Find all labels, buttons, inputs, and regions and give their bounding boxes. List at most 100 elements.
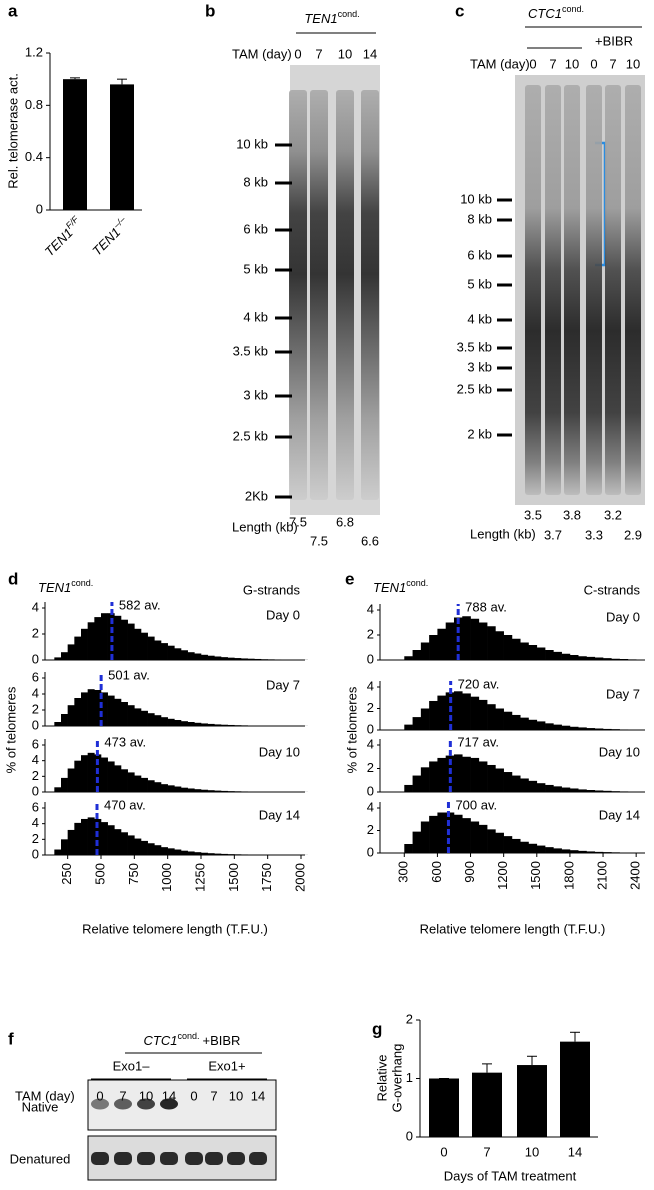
lane-label: 7 [609, 56, 616, 71]
histogram-bar [88, 689, 95, 726]
day-label: Day 14 [599, 807, 640, 822]
histogram-bar [108, 761, 115, 792]
histogram-bar [504, 836, 513, 853]
histogram-bar [61, 839, 68, 855]
y-tick-label: 2 [367, 822, 374, 837]
histogram-bar [201, 853, 208, 855]
y-tick-label: 4 [367, 601, 374, 616]
histogram-bar [529, 720, 538, 730]
histogram-bar [545, 723, 554, 730]
y-axis-label: Rel. telomerase act. [5, 73, 20, 189]
histogram-bar [228, 725, 235, 726]
histogram-bar [194, 789, 201, 792]
histogram-bar [545, 650, 554, 660]
histogram-bar [128, 705, 135, 726]
histogram-bar [154, 715, 161, 726]
histogram-bar [479, 623, 488, 661]
histogram-bar [148, 637, 155, 660]
histogram-bar [108, 825, 115, 855]
histogram-bar [61, 714, 68, 726]
chart-title: TEN1cond. [38, 578, 93, 595]
bar [560, 1042, 590, 1137]
denatured-band [185, 1152, 203, 1165]
histogram-bar [520, 842, 529, 853]
y-tick-label: 4 [367, 678, 374, 693]
histogram-bar [545, 847, 554, 853]
panel-label: g [372, 1019, 382, 1038]
error-bar [117, 79, 127, 84]
title-superscript: cond. [177, 1031, 199, 1041]
histogram-bar [454, 754, 463, 792]
histogram-bar [529, 781, 538, 792]
gel-title: CTC1cond. [528, 4, 584, 21]
length-value: 3.7 [544, 527, 562, 542]
histogram-bar [194, 654, 201, 661]
histogram-bar [479, 700, 488, 730]
histogram-bar [611, 659, 620, 660]
histogram-bar [421, 767, 430, 792]
histogram-bar [174, 850, 181, 855]
x-tick-label: 1000 [159, 863, 174, 892]
histogram-bar [454, 815, 463, 853]
histogram-bar [74, 637, 81, 660]
histogram-bar [241, 791, 248, 792]
y-tick-label: 6 [32, 736, 39, 751]
histogram-bar [520, 643, 529, 661]
chart-subtitle: G-strands [243, 582, 301, 597]
histogram-bar [562, 788, 571, 792]
histogram-bar [487, 626, 496, 660]
length-label: Length (kb) [470, 526, 536, 541]
panel-label: d [8, 569, 18, 588]
histogram-bar [586, 728, 595, 730]
x-tick-label: 2400 [628, 861, 643, 890]
histogram-bar [154, 845, 161, 855]
y-tick-label: 4 [32, 599, 39, 614]
histogram-bar [88, 753, 95, 792]
histogram-bar [228, 854, 235, 855]
panel-label: f [8, 1029, 14, 1048]
histogram-bar [234, 725, 241, 726]
histogram-bar [413, 650, 422, 660]
histogram-bar [88, 817, 95, 855]
x-tick-label: 500 [92, 863, 107, 885]
histogram-bar [620, 729, 629, 730]
lane-label: 14 [363, 46, 377, 61]
histogram-bar [241, 854, 248, 855]
y-tick-label: 4 [32, 685, 39, 700]
histogram-bar [454, 691, 463, 730]
histogram-bar [121, 620, 128, 660]
denatured-band [91, 1152, 109, 1165]
x-tick-label: 1500 [528, 861, 543, 890]
histogram-bar [168, 848, 175, 855]
histogram-bar [487, 765, 496, 792]
histogram-bar [54, 657, 61, 660]
histogram-bar [603, 729, 612, 730]
y-tick-label: 2 [32, 625, 39, 640]
histogram-bar [471, 822, 480, 854]
x-tick-label: 300 [396, 861, 411, 883]
length-value: 7.5 [289, 514, 307, 529]
histogram-bar [181, 851, 188, 855]
gel-lane [564, 85, 580, 495]
average-label: 700 av. [455, 797, 497, 812]
histogram-bar [512, 715, 521, 730]
histogram-bar [562, 726, 571, 730]
gel-lane [525, 85, 541, 495]
histogram-bar [545, 785, 554, 792]
x-tick-label: 900 [462, 861, 477, 883]
histogram-bar [174, 720, 181, 726]
histogram-bar [570, 655, 579, 660]
histogram-bar [161, 784, 168, 792]
gel-lane [336, 90, 354, 500]
histogram-bar [462, 757, 471, 792]
denatured-band [160, 1152, 178, 1165]
histogram-bar [520, 718, 529, 730]
marker-label: 3 kb [243, 387, 268, 402]
histogram-bar [161, 847, 168, 855]
marker-label: 2 kb [467, 426, 492, 441]
histogram-bar [578, 789, 587, 792]
histogram-bar [128, 624, 135, 660]
histogram-bar [404, 656, 413, 660]
error-bar [482, 1064, 492, 1073]
histogram-bar [214, 791, 221, 792]
